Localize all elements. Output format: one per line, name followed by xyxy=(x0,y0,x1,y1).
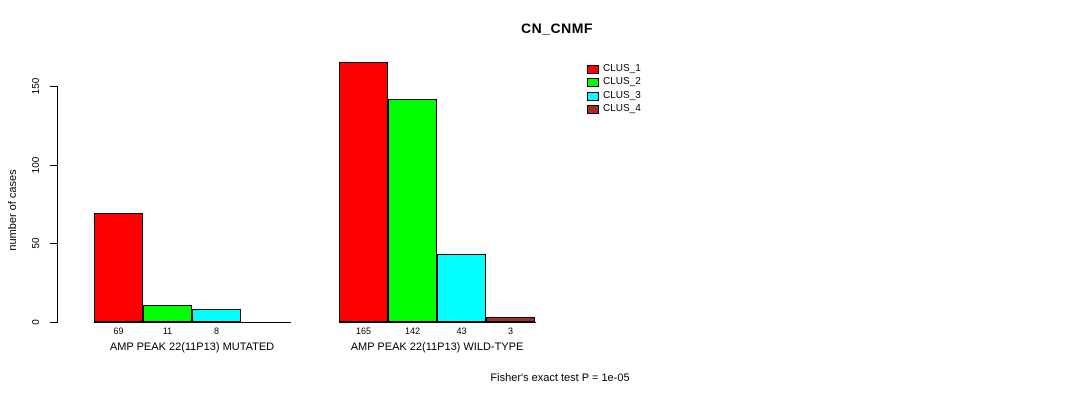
bar xyxy=(388,99,437,322)
bar-value-label: 69 xyxy=(113,326,124,336)
bar-value-label: 8 xyxy=(213,326,219,336)
bar-value-label: 3 xyxy=(507,326,513,336)
legend-swatch-clus_1 xyxy=(587,65,599,74)
y-axis-tick-label: 50 xyxy=(31,237,42,249)
x-axis-baseline xyxy=(94,322,291,323)
legend-label: CLUS_3 xyxy=(603,89,641,101)
x-axis-baseline xyxy=(339,322,536,323)
bar xyxy=(143,305,192,322)
bar xyxy=(486,317,535,322)
bar xyxy=(437,254,486,322)
y-axis-tick xyxy=(50,243,57,244)
y-axis-tick xyxy=(50,165,57,166)
y-axis-tick-label: 0 xyxy=(31,319,42,325)
legend-label: CLUS_4 xyxy=(603,102,641,114)
group-label: AMP PEAK 22(11P13) MUTATED xyxy=(109,341,275,353)
legend-label: CLUS_2 xyxy=(603,76,641,88)
y-axis-tick xyxy=(50,322,57,323)
bar-value-label: 43 xyxy=(456,326,467,336)
fisher-test-footnote: Fisher's exact test P = 1e-05 xyxy=(490,372,630,384)
y-axis-tick-label: 100 xyxy=(31,156,42,174)
group-label: AMP PEAK 22(11P13) WILD-TYPE xyxy=(350,341,524,353)
bar xyxy=(339,62,388,322)
bar xyxy=(94,213,143,322)
y-axis-tick-label: 150 xyxy=(31,77,42,95)
chart-title: CN_CNMF xyxy=(521,20,593,36)
bar-value-label: 11 xyxy=(162,326,173,336)
legend-swatch-clus_4 xyxy=(587,104,599,114)
bar-value-label: 165 xyxy=(355,326,372,336)
bar-value-label: 142 xyxy=(404,326,421,336)
legend-label: CLUS_1 xyxy=(603,63,641,74)
y-axis-line xyxy=(57,86,58,323)
bar xyxy=(192,309,241,322)
legend-swatch-clus_2 xyxy=(587,78,599,88)
legend-swatch-clus_3 xyxy=(587,91,599,101)
y-axis-tick xyxy=(50,86,57,87)
